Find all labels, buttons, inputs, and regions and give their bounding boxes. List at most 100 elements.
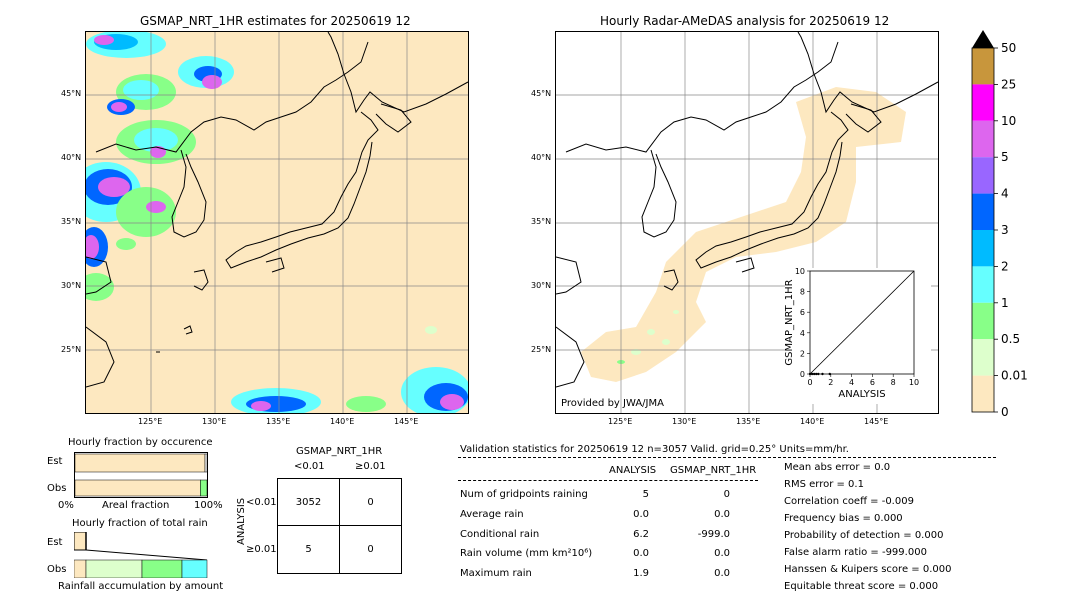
colorbar-label: 0.5: [1001, 332, 1020, 346]
occurence-title: Hourly fraction by occurence: [68, 437, 213, 448]
scatter-ylabel: GSMAP_NRT_1HR: [785, 279, 795, 365]
left-map-title: GSMAP_NRT_1HR estimates for 20250619 12: [140, 14, 411, 28]
left-coastlines: [86, 32, 468, 388]
scatter-x-tick-label: 10: [909, 378, 919, 387]
right-lon-135: 135°E: [736, 417, 761, 426]
occurence-tick-100: 100%: [194, 500, 223, 511]
total-rain-obs-seg-4: [181, 559, 208, 578]
total-rain-obs-seg-1: [74, 559, 87, 578]
occurence-chart: [74, 452, 208, 498]
contingency-table: 3052 0 5 0: [277, 478, 402, 574]
scatter-point: [821, 372, 824, 376]
validation-col-analysis: ANALYSIS: [609, 465, 657, 476]
right-lon-125: 125°E: [608, 417, 633, 426]
occurence-bar-no-rain: [75, 453, 206, 473]
score-2: Correlation coeff = -0.009: [784, 496, 914, 507]
scatter-point: [828, 372, 831, 376]
right-lat-25: 25°N: [531, 345, 552, 354]
left-lon-130: 130°E: [202, 417, 227, 426]
colorbar-label: 10: [1001, 114, 1016, 128]
colorbar-svg: 50 25 10 5 4 3 2 1 0.5 0.01 0: [971, 30, 1028, 416]
scatter-x-tick-label: 2: [828, 378, 833, 387]
scatter-x-tick-label: 8: [891, 378, 896, 387]
left-lat-25: 25°N: [61, 345, 82, 354]
cell-11: 0: [367, 544, 374, 555]
colorbar-label: 25: [1001, 77, 1016, 91]
total-rain-bars: [74, 532, 208, 578]
scatter-plot: 0 2 4 6 8 10 0 2 4 6 8 10 ANALYSIS GSMAP_NRT_1HR: [785, 268, 919, 400]
left-lon-125: 125°E: [138, 417, 163, 426]
colorbar-label: 4: [1001, 187, 1009, 201]
contingency-row-lt: <0.01: [246, 497, 277, 508]
colorbar-swatch: [972, 230, 994, 267]
scatter-y-tick-label: 0: [800, 370, 805, 379]
total-rain-est-bar: [74, 532, 87, 551]
occurence-bar-rain: [204, 453, 207, 473]
left-lat-30: 30°N: [61, 281, 82, 290]
colorbar-swatch: [972, 120, 994, 158]
score-5: False alarm ratio = -999.000: [784, 547, 927, 558]
cell-10: 5: [305, 544, 312, 555]
row-analysis-0: 5: [642, 489, 649, 500]
left-grid: [86, 32, 468, 413]
total-rain-title: Hourly fraction of total rain: [72, 518, 208, 529]
score-4: Probability of detection = 0.000: [784, 530, 944, 541]
colorbar-label: 1: [1001, 296, 1009, 310]
contingency-row-ge: ≥0.01: [246, 544, 277, 555]
colorbar-label: 0.01: [1001, 369, 1028, 383]
total-rain-xlabel: Rainfall accumulation by amount: [58, 581, 224, 592]
colorbar-swatch: [972, 48, 994, 85]
right-lon-130: 130°E: [672, 417, 697, 426]
right-lat-30: 30°N: [531, 281, 552, 290]
score-0: Mean abs error = 0.0: [784, 462, 891, 473]
right-lon-140: 140°E: [800, 417, 825, 426]
colorbar-swatch: [972, 302, 994, 340]
row-label-1: Average rain: [460, 509, 524, 520]
colorbar-swatch: [972, 157, 994, 194]
occurence-xlabel: Areal fraction: [102, 500, 170, 511]
left-lat-40: 40°N: [61, 153, 82, 162]
row-gsmap-0: 0: [723, 489, 730, 500]
scatter-y-tick-label: 4: [800, 329, 805, 338]
row-gsmap-2: -999.0: [697, 529, 730, 540]
score-1: RMS error = 0.1: [784, 479, 864, 490]
left-rain-patches: [86, 32, 468, 413]
total-rain-obs-seg-3: [141, 559, 183, 578]
scatter-x-tick-label: 4: [849, 378, 854, 387]
occurence-bar-no-rain: [75, 479, 201, 497]
colorbar-label: 3: [1001, 223, 1009, 237]
left-lon-145: 145°E: [394, 417, 419, 426]
occurence-bars: [75, 453, 207, 497]
row-label-4: Maximum rain: [460, 568, 532, 579]
left-lon-140: 140°E: [330, 417, 355, 426]
validation-header: Validation statistics for 20250619 12 n=…: [460, 444, 849, 455]
occurence-bar-rain: [200, 479, 207, 497]
total-rain-obs-seg-2: [85, 559, 143, 578]
scatter-y-tick-label: 8: [800, 288, 805, 297]
right-map-title: Hourly Radar-AMeDAS analysis for 2025061…: [600, 14, 890, 28]
contingency-col-ge: ≥0.01: [355, 461, 386, 472]
colorbar-swatch: [972, 84, 994, 121]
left-lat-45: 45°N: [61, 89, 82, 98]
scatter-inset: 0 2 4 6 8 10 0 2 4 6 8 10 ANALYSIS GSMAP_NRT_1HR: [785, 268, 931, 404]
scatter-x-tick-label: 6: [870, 378, 875, 387]
right-rain-patches: [617, 310, 679, 364]
row-label-2: Conditional rain: [460, 529, 540, 540]
colorbar-label: 0: [1001, 405, 1009, 416]
colorbar: 50 25 10 5 4 3 2 1 0.5 0.01 0: [970, 30, 1030, 416]
contingency-col-lt: <0.01: [294, 461, 325, 472]
score-6: Hanssen & Kuipers score = 0.000: [784, 564, 952, 575]
score-7: Equitable threat score = 0.000: [784, 581, 939, 592]
row-analysis-3: 0.0: [633, 548, 649, 559]
validation-divider-top: [458, 457, 996, 458]
scatter-x-tick-label: 0: [807, 378, 812, 387]
cell-01: 0: [367, 497, 374, 508]
validation-divider-cols: [458, 480, 758, 481]
scatter-y-tick-label: 2: [800, 349, 805, 358]
scatter-y-tick-label: 6: [800, 308, 805, 317]
scatter-point: [812, 372, 816, 376]
left-lon-135: 135°E: [266, 417, 291, 426]
colorbar-label: 5: [1001, 150, 1009, 164]
row-analysis-2: 6.2: [633, 529, 649, 540]
scatter-point: [817, 372, 820, 376]
